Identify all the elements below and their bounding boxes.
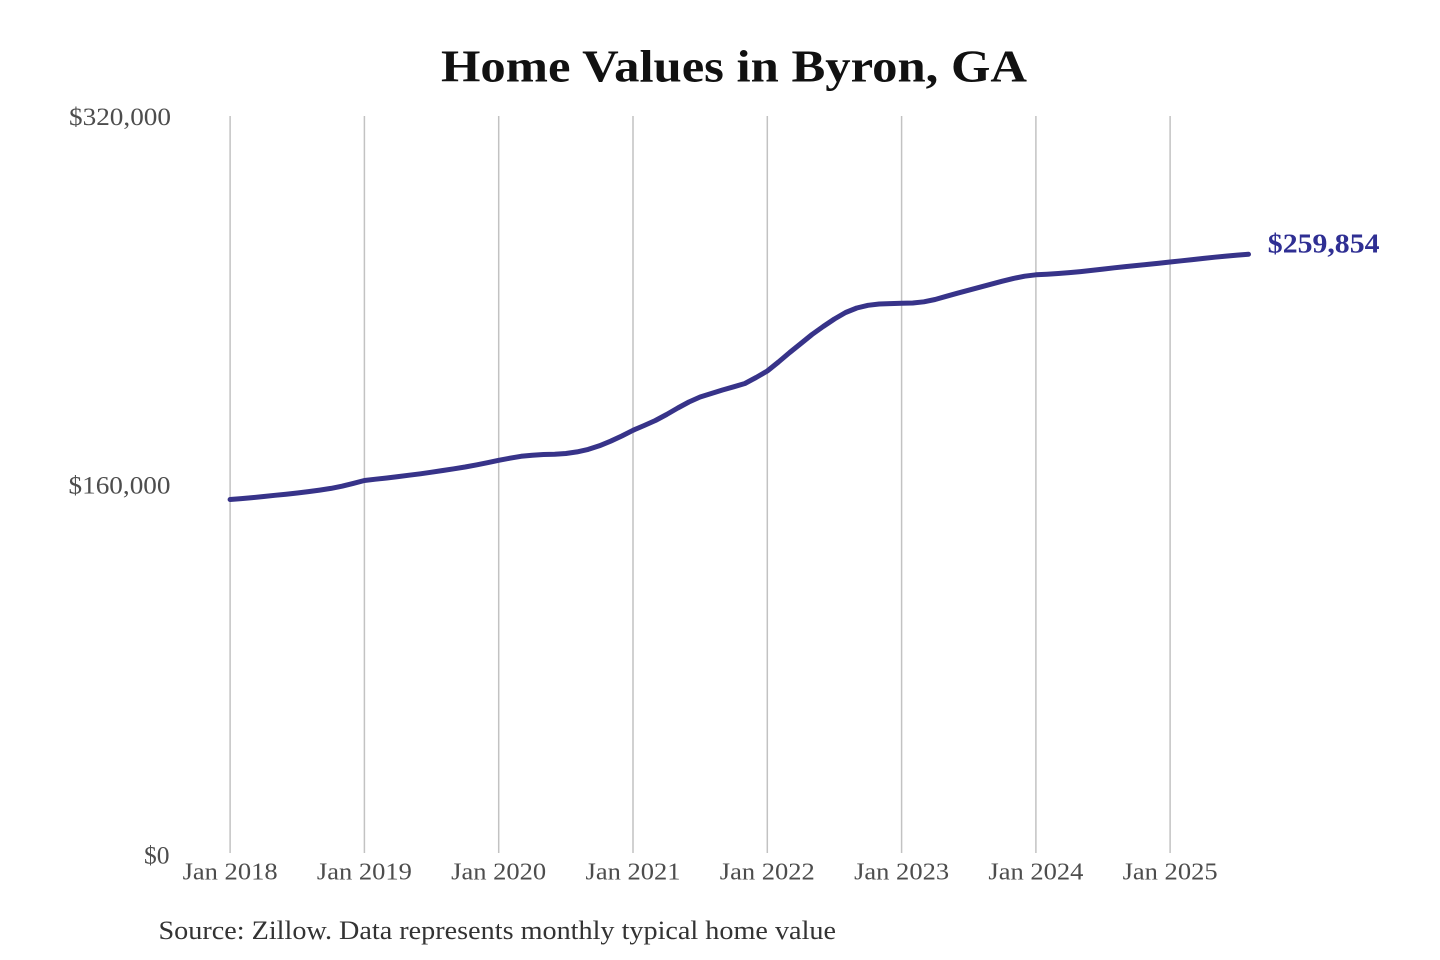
svg-text:Jan 2019: Jan 2019: [317, 859, 412, 886]
svg-text:Jan 2024: Jan 2024: [988, 859, 1083, 886]
svg-text:Source: Zillow. Data represent: Source: Zillow. Data represents monthly …: [159, 916, 836, 945]
svg-text:Jan 2025: Jan 2025: [1123, 859, 1218, 886]
svg-text:$259,854: $259,854: [1268, 228, 1380, 259]
svg-text:Jan 2023: Jan 2023: [854, 859, 949, 886]
svg-text:$160,000: $160,000: [69, 470, 171, 499]
svg-text:Jan 2018: Jan 2018: [183, 859, 278, 886]
svg-text:Home Values in Byron, GA: Home Values in Byron, GA: [441, 42, 1028, 92]
svg-text:$320,000: $320,000: [69, 102, 171, 131]
svg-text:Jan 2022: Jan 2022: [720, 859, 815, 886]
svg-text:Jan 2021: Jan 2021: [586, 859, 681, 886]
svg-text:Jan 2020: Jan 2020: [451, 859, 546, 886]
svg-text:$0: $0: [144, 841, 170, 870]
